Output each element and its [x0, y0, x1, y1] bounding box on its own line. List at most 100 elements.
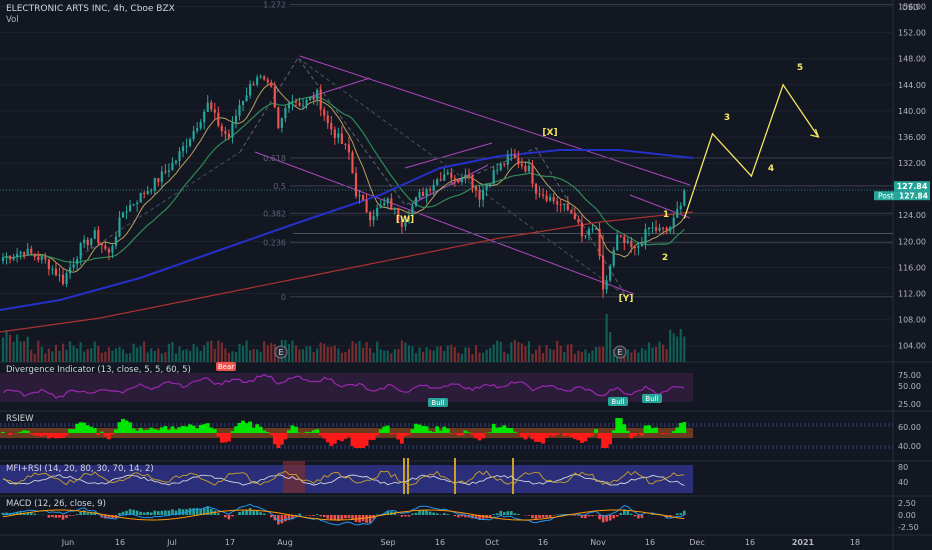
rsiew-bar [548, 433, 553, 436]
rsiew-tick-label: 60.00 [898, 423, 921, 432]
candle-body [266, 79, 269, 83]
rsiew-bar [177, 427, 182, 433]
candle-body [189, 139, 192, 146]
rsiew-bar [438, 430, 443, 433]
rsiew-bar [396, 433, 401, 440]
volume-bar [309, 346, 312, 362]
mini-channel-line [629, 194, 691, 219]
macd-histogram-bar [534, 515, 538, 519]
volume-bar [626, 349, 629, 362]
rsiew-bar [343, 433, 348, 439]
macd-histogram-bar [72, 515, 75, 516]
rsiew-bar [629, 433, 634, 439]
volume-bar [418, 347, 421, 362]
candle-body [439, 179, 442, 181]
candle-body [443, 174, 446, 181]
volume-bar [185, 349, 188, 362]
wave-label-4: 1 [663, 210, 669, 220]
rsiew-bar [467, 432, 471, 433]
rsiew-bar [583, 433, 588, 442]
macd-histogram-bar [82, 510, 86, 515]
volume-bar [30, 349, 33, 362]
rsiew-bar [527, 433, 531, 436]
candle-body [467, 174, 471, 176]
candle-body [210, 102, 213, 110]
price-tick-label: 148.00 [898, 55, 926, 64]
volume-bar [33, 353, 36, 362]
rsiew-bar [520, 433, 524, 437]
rsiew-bar [103, 433, 108, 437]
volume-bar [531, 353, 534, 362]
rsiew-bar [32, 433, 37, 436]
volume-bar [644, 349, 647, 362]
rsiew-bar [385, 425, 390, 433]
ma-mid-line [2, 96, 685, 264]
volume-bar [68, 341, 72, 362]
volume-bar [305, 346, 308, 362]
volume-bar [337, 348, 340, 362]
candle-body [489, 183, 492, 186]
volume-bar [662, 344, 665, 362]
macd-histogram-bar [259, 512, 262, 515]
rsiew-bar [410, 429, 415, 433]
volume-bar [263, 341, 266, 362]
price-tick-label: 156.00 [898, 3, 926, 12]
volume-bar [61, 343, 65, 362]
volume-bar [683, 336, 686, 362]
macd-histogram-bar [58, 515, 61, 518]
volume-bar [241, 345, 245, 362]
rsiew-bar [604, 433, 609, 448]
volume-bar [492, 344, 495, 362]
macd-histogram-bar [580, 515, 584, 518]
macd-histogram-bar [252, 510, 255, 515]
rsiew-bar [8, 433, 12, 436]
rsiew-bar [378, 429, 383, 433]
macd-histogram-bar [333, 515, 337, 521]
volume-bar [471, 353, 474, 362]
macd-histogram-bar [26, 512, 30, 515]
divergence-tick-label: 75.00 [898, 371, 921, 380]
volume-bar [206, 341, 209, 362]
channel-lower-line [254, 151, 635, 295]
rsiew-bar [421, 425, 425, 433]
volume-bar [453, 347, 456, 362]
candle-body [559, 204, 562, 206]
volume-bar [287, 344, 291, 362]
macd-histogram-bar [245, 509, 248, 515]
rsiew-bar [632, 433, 637, 437]
candle-body [344, 143, 347, 145]
rsiew-bar [114, 429, 118, 433]
macd-histogram-bar [630, 513, 633, 515]
macd-histogram-bar [637, 515, 640, 519]
macd-histogram-bar [474, 515, 478, 519]
rsiew-bar [424, 426, 429, 433]
volume-bar [658, 341, 661, 362]
macd-histogram-bar [33, 513, 37, 515]
divergence-tick-label: 25.00 [898, 400, 921, 409]
macd-histogram-bar [195, 508, 199, 515]
volume-bar [376, 341, 379, 362]
volume-bar [672, 333, 675, 362]
candle-body [665, 227, 668, 232]
rsiew-bar [110, 433, 115, 435]
macd-histogram-bar [79, 512, 82, 515]
volume-bar [669, 329, 672, 362]
volume-bar [270, 342, 273, 362]
volume-bar [178, 346, 181, 362]
candle-body [669, 227, 672, 232]
candle-body [534, 183, 538, 194]
rsiew-bar [463, 430, 468, 433]
candle-body [390, 198, 393, 210]
macd-histogram-bar [640, 515, 644, 519]
post-price-tag [874, 191, 930, 201]
candle-body [178, 151, 181, 161]
macd-histogram-bar [548, 515, 552, 518]
candle-body [54, 268, 58, 276]
rsiew-bar [449, 433, 454, 434]
macd-histogram-bar [651, 514, 654, 515]
fib-level-label: 0 [281, 293, 286, 302]
last-price-tag [894, 181, 930, 192]
rsiew-bar [202, 424, 207, 433]
divergence-signal-badge [216, 362, 236, 371]
rsiew-bar [198, 425, 203, 433]
